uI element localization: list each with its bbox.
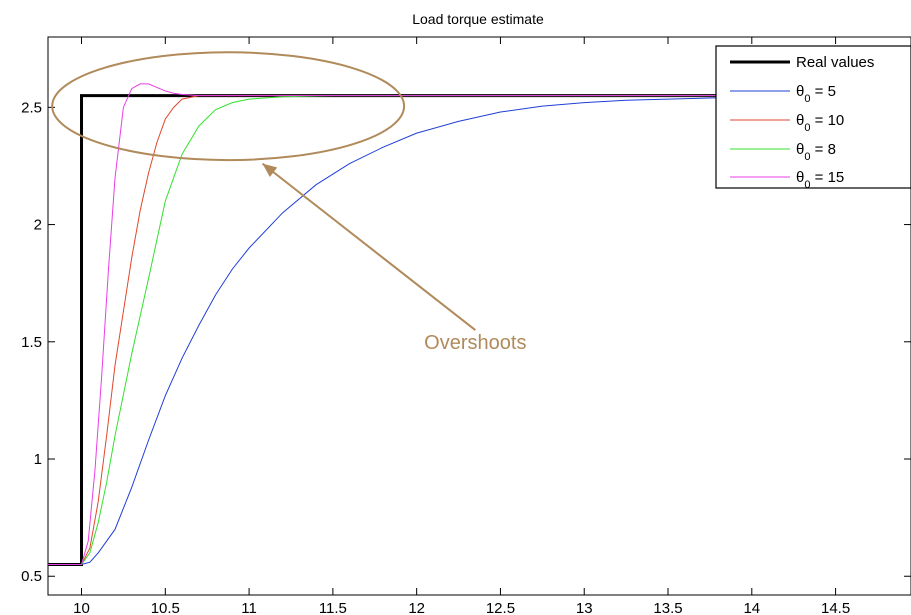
legend-entry-theta-15: θ0 = 15 xyxy=(730,169,844,191)
legend-label: θ0 = 5 xyxy=(796,83,836,105)
axis-ticks: 10 10.5 11 11.5 12 12.5 13 13.5 14 14.50.511.522.… xyxy=(21,37,911,615)
x-tick-label: 13.5 xyxy=(653,600,682,615)
y-tick-label: 0.5 xyxy=(21,568,42,585)
y-tick-label: 1.5 xyxy=(21,334,42,351)
legend-label: θ0 = 10 xyxy=(796,112,844,134)
y-tick-label: 1 xyxy=(34,451,42,468)
legend-label-symbol: θ xyxy=(796,83,804,100)
legend-label-subscript: 0 xyxy=(804,179,810,191)
x-tick-label: 14.5 xyxy=(821,600,850,615)
series-theta-15 xyxy=(48,83,911,566)
y-tick-label: 2.5 xyxy=(21,99,42,116)
x-tick-label: 12 xyxy=(408,600,425,615)
legend-label-value: = 10 xyxy=(810,112,844,129)
legend-label: θ0 = 15 xyxy=(796,169,844,191)
legend-label-subscript: 0 xyxy=(804,122,810,134)
series-layer xyxy=(48,83,911,567)
x-tick-label: 11 xyxy=(241,600,257,615)
y-tick-label: 2 xyxy=(34,217,42,234)
series-theta-5 xyxy=(48,95,911,566)
overshoot-label: Overshoots xyxy=(424,332,526,354)
overshoot-arrow xyxy=(261,162,476,331)
x-tick-label: 12.5 xyxy=(486,600,515,615)
legend-box xyxy=(715,45,911,189)
legend-label-subscript: 0 xyxy=(804,151,810,163)
series-theta-8 xyxy=(48,95,911,566)
overshoot-ellipse xyxy=(51,51,406,162)
x-tick-label: 13 xyxy=(576,600,593,615)
legend-label-value: = 5 xyxy=(810,83,835,100)
legend-label-value: = 8 xyxy=(810,141,835,158)
annotation-layer: Overshoots xyxy=(51,51,526,354)
legend-entry-real-values: Real values xyxy=(730,54,874,71)
legend-label: Real values xyxy=(796,54,874,71)
legend-label-value: = 15 xyxy=(810,169,844,186)
legend-label-symbol: θ xyxy=(796,112,804,129)
x-tick-label: 14 xyxy=(743,600,760,615)
x-tick-label: 10.5 xyxy=(151,600,180,615)
x-tick-label: 10 xyxy=(73,600,90,615)
chart-title: Load torque estimate xyxy=(412,11,544,27)
x-tick-label: 11.5 xyxy=(319,600,347,615)
legend-entry-theta-10: θ0 = 10 xyxy=(730,112,844,134)
legend-entry-theta-5: θ0 = 5 xyxy=(730,83,836,105)
legend-entry-theta-8: θ0 = 8 xyxy=(730,141,836,163)
legend-label-symbol: θ xyxy=(796,169,804,186)
overshoot-arrowhead xyxy=(262,163,278,177)
legend-label-subscript: 0 xyxy=(804,93,810,105)
legend-label: θ0 = 8 xyxy=(796,141,836,163)
legend-label-symbol: θ xyxy=(796,141,804,158)
